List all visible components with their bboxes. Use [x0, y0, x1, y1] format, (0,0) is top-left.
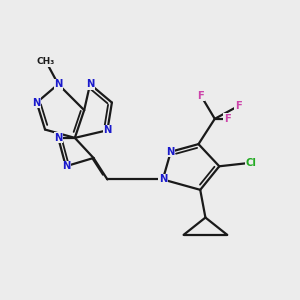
Text: N: N [54, 79, 62, 89]
Text: N: N [159, 174, 167, 184]
Text: F: F [235, 101, 242, 111]
Text: CH₃: CH₃ [37, 57, 55, 66]
Text: N: N [32, 98, 41, 107]
Text: F: F [197, 91, 204, 100]
Text: F: F [224, 114, 231, 124]
Text: N: N [54, 133, 62, 143]
Text: N: N [86, 79, 94, 89]
Text: N: N [61, 161, 70, 171]
Text: Cl: Cl [245, 158, 256, 168]
Text: N: N [167, 147, 175, 157]
Text: N: N [103, 125, 112, 135]
